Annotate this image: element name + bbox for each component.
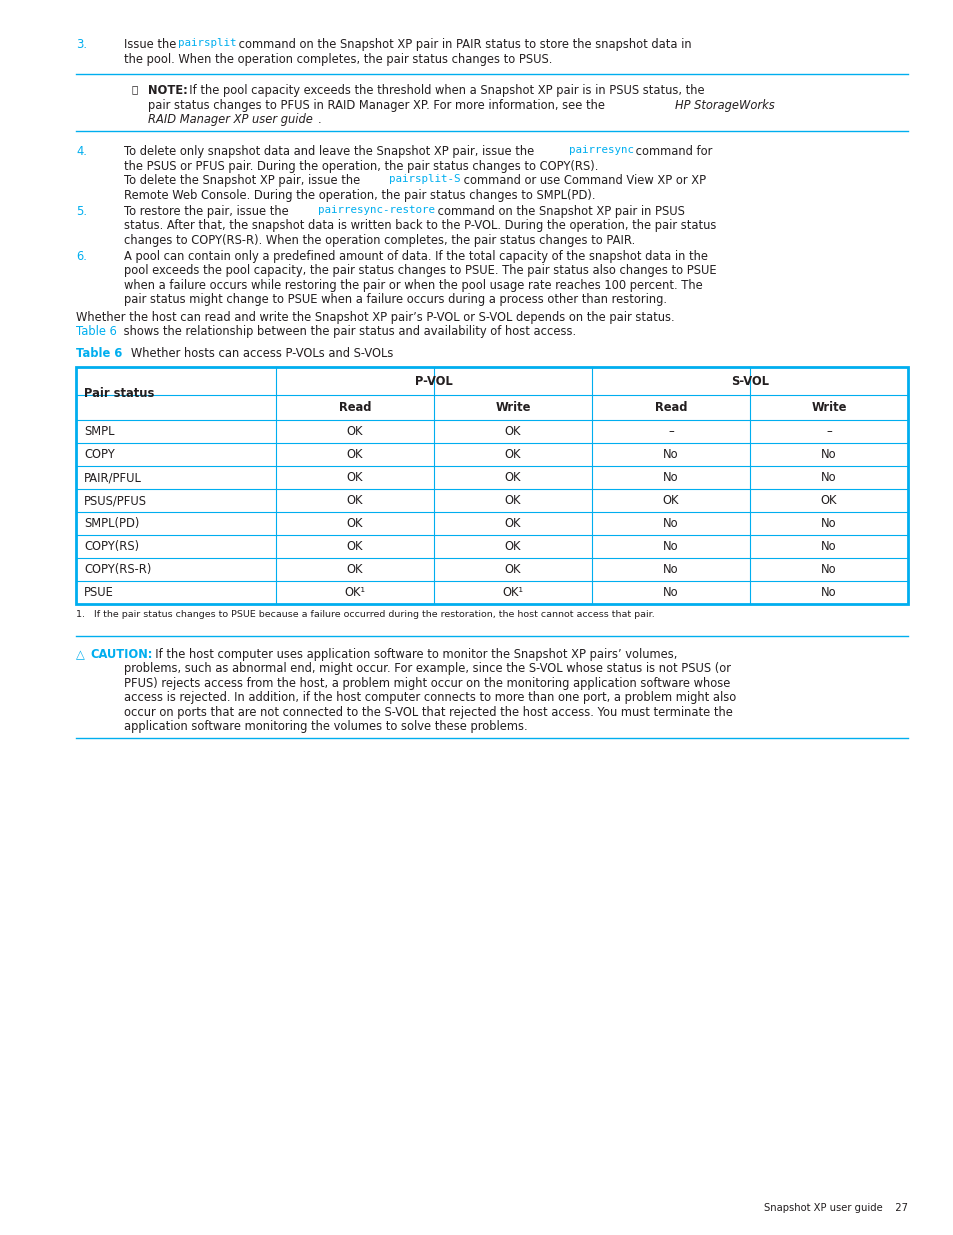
Text: OK¹: OK¹ — [344, 587, 365, 599]
Text: 1.   If the pair status changes to PSUE because a failure occurred during the re: 1. If the pair status changes to PSUE be… — [76, 610, 654, 619]
Text: No: No — [821, 563, 836, 577]
Text: OK: OK — [820, 494, 837, 508]
Text: If the pool capacity exceeds the threshold when a Snapshot XP pair is in PSUS st: If the pool capacity exceeds the thresho… — [182, 84, 704, 98]
Text: P-VOL: P-VOL — [415, 374, 453, 388]
Text: –: – — [825, 425, 831, 438]
Text: pair status changes to PFUS in RAID Manager XP. For more information, see the: pair status changes to PFUS in RAID Mana… — [148, 99, 608, 112]
Text: No: No — [662, 563, 679, 577]
Text: OK: OK — [346, 448, 363, 461]
Text: No: No — [662, 471, 679, 484]
Text: OK: OK — [346, 471, 363, 484]
Text: –: – — [667, 425, 673, 438]
Text: No: No — [662, 587, 679, 599]
Text: OK: OK — [346, 540, 363, 553]
Text: OK: OK — [504, 494, 520, 508]
Text: OK: OK — [346, 494, 363, 508]
Text: OK: OK — [504, 448, 520, 461]
Text: S-VOL: S-VOL — [730, 374, 768, 388]
Text: shows the relationship between the pair status and availability of host access.: shows the relationship between the pair … — [120, 325, 576, 338]
Text: OK: OK — [504, 563, 520, 577]
Text: No: No — [821, 471, 836, 484]
Text: No: No — [821, 517, 836, 530]
Text: pair status might change to PSUE when a failure occurs during a process other th: pair status might change to PSUE when a … — [124, 293, 666, 306]
Text: pairsplit: pairsplit — [178, 38, 236, 48]
Text: .: . — [317, 114, 321, 126]
Text: 📋: 📋 — [132, 84, 138, 94]
Text: Snapshot XP user guide    27: Snapshot XP user guide 27 — [763, 1203, 907, 1213]
Text: PFUS) rejects access from the host, a problem might occur on the monitoring appl: PFUS) rejects access from the host, a pr… — [124, 677, 730, 690]
Text: changes to COPY(RS-R). When the operation completes, the pair status changes to : changes to COPY(RS-R). When the operatio… — [124, 233, 635, 247]
Text: PAIR/PFUL: PAIR/PFUL — [84, 471, 142, 484]
Text: Remote Web Console. During the operation, the pair status changes to SMPL(PD).: Remote Web Console. During the operation… — [124, 189, 595, 201]
Text: Pair status: Pair status — [84, 387, 154, 400]
Text: Write: Write — [495, 401, 530, 414]
Text: command for: command for — [631, 146, 712, 158]
Text: OK: OK — [504, 517, 520, 530]
Text: pool exceeds the pool capacity, the pair status changes to PSUE. The pair status: pool exceeds the pool capacity, the pair… — [124, 264, 716, 277]
Text: No: No — [662, 540, 679, 553]
Text: OK: OK — [504, 540, 520, 553]
Text: OK: OK — [346, 517, 363, 530]
Text: when a failure occurs while restoring the pair or when the pool usage rate reach: when a failure occurs while restoring th… — [124, 279, 702, 291]
Text: If the host computer uses application software to monitor the Snapshot XP pairs’: If the host computer uses application so… — [148, 648, 677, 661]
Text: application software monitoring the volumes to solve these problems.: application software monitoring the volu… — [124, 720, 527, 734]
Text: SMPL: SMPL — [84, 425, 114, 438]
Bar — [76, 367, 907, 604]
Text: 3.: 3. — [76, 38, 87, 51]
Text: the PSUS or PFUS pair. During the operation, the pair status changes to COPY(RS): the PSUS or PFUS pair. During the operat… — [124, 159, 598, 173]
Text: Read: Read — [654, 401, 686, 414]
Text: pairresync-restore: pairresync-restore — [317, 205, 435, 215]
Text: OK: OK — [504, 471, 520, 484]
Text: To restore the pair, issue the: To restore the pair, issue the — [124, 205, 292, 217]
Text: Read: Read — [338, 401, 371, 414]
Text: COPY(RS-R): COPY(RS-R) — [84, 563, 152, 577]
Text: command or use Command View XP or XP: command or use Command View XP or XP — [459, 174, 705, 188]
Text: pairresync: pairresync — [568, 146, 634, 156]
Text: 5.: 5. — [76, 205, 87, 217]
Text: A pool can contain only a predefined amount of data. If the total capacity of th: A pool can contain only a predefined amo… — [124, 249, 707, 263]
Text: No: No — [821, 587, 836, 599]
Text: SMPL(PD): SMPL(PD) — [84, 517, 139, 530]
Text: access is rejected. In addition, if the host computer connects to more than one : access is rejected. In addition, if the … — [124, 692, 736, 704]
Text: To delete only snapshot data and leave the Snapshot XP pair, issue the: To delete only snapshot data and leave t… — [124, 146, 537, 158]
Text: command on the Snapshot XP pair in PSUS: command on the Snapshot XP pair in PSUS — [434, 205, 684, 217]
Text: PSUE: PSUE — [84, 587, 113, 599]
Text: Table 6: Table 6 — [76, 347, 122, 359]
Text: To delete the Snapshot XP pair, issue the: To delete the Snapshot XP pair, issue th… — [124, 174, 363, 188]
Text: CAUTION:: CAUTION: — [90, 648, 152, 661]
Text: △: △ — [76, 648, 89, 661]
Text: command on the Snapshot XP pair in PAIR status to store the snapshot data in: command on the Snapshot XP pair in PAIR … — [234, 38, 691, 51]
Text: PSUS/PFUS: PSUS/PFUS — [84, 494, 147, 508]
Text: occur on ports that are not connected to the S-VOL that rejected the host access: occur on ports that are not connected to… — [124, 706, 732, 719]
Text: Write: Write — [810, 401, 846, 414]
Text: RAID Manager XP user guide: RAID Manager XP user guide — [148, 114, 313, 126]
Text: Whether the host can read and write the Snapshot XP pair’s P-VOL or S-VOL depend: Whether the host can read and write the … — [76, 310, 674, 324]
Text: OK: OK — [662, 494, 679, 508]
Text: Issue the: Issue the — [124, 38, 180, 51]
Text: Whether hosts can access P-VOLs and S-VOLs: Whether hosts can access P-VOLs and S-VO… — [120, 347, 393, 359]
Text: 4.: 4. — [76, 146, 87, 158]
Text: No: No — [821, 540, 836, 553]
Text: the pool. When the operation completes, the pair status changes to PSUS.: the pool. When the operation completes, … — [124, 53, 552, 65]
Text: Table 6: Table 6 — [76, 325, 117, 338]
Text: OK: OK — [346, 563, 363, 577]
Text: No: No — [821, 448, 836, 461]
Text: problems, such as abnormal end, might occur. For example, since the S-VOL whose : problems, such as abnormal end, might oc… — [124, 662, 730, 676]
Text: OK¹: OK¹ — [502, 587, 523, 599]
Text: No: No — [662, 448, 679, 461]
Text: OK: OK — [504, 425, 520, 438]
Text: COPY: COPY — [84, 448, 114, 461]
Text: NOTE:: NOTE: — [148, 84, 188, 98]
Text: No: No — [662, 517, 679, 530]
Text: COPY(RS): COPY(RS) — [84, 540, 139, 553]
Text: status. After that, the snapshot data is written back to the P-VOL. During the o: status. After that, the snapshot data is… — [124, 220, 716, 232]
Text: pairsplit-S: pairsplit-S — [389, 174, 460, 184]
Text: 6.: 6. — [76, 249, 87, 263]
Text: OK: OK — [346, 425, 363, 438]
Text: HP StorageWorks: HP StorageWorks — [675, 99, 774, 112]
